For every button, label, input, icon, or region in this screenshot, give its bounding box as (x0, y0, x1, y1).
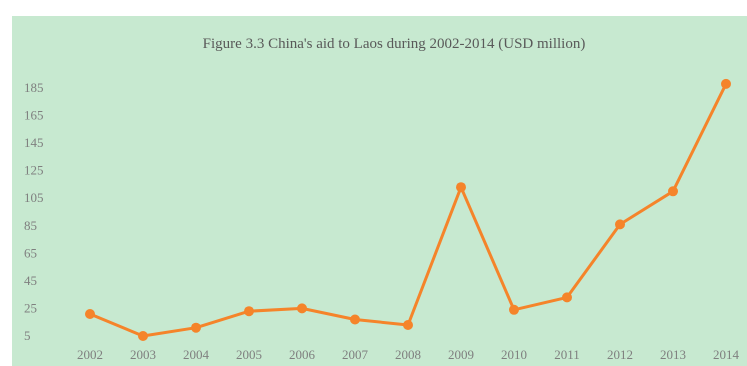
x-tick-label: 2011 (554, 347, 580, 362)
data-point-2008 (403, 320, 413, 330)
x-tick-label: 2003 (130, 347, 156, 362)
x-tick-label: 2005 (236, 347, 262, 362)
x-tick-label: 2009 (448, 347, 474, 362)
y-tick-label: 45 (24, 273, 37, 288)
y-tick-label: 185 (24, 80, 44, 95)
data-point-2010 (509, 304, 519, 315)
data-point-2007 (350, 314, 360, 325)
data-point-2011 (562, 292, 572, 303)
data-point-2005 (244, 306, 254, 317)
header-strip (0, 0, 747, 16)
y-tick-label: 105 (24, 190, 44, 205)
x-tick-label: 2014 (713, 347, 740, 362)
x-tick-label: 2002 (77, 347, 103, 362)
x-axis-ticks: 2002 2003 2004 2005 2006 2007 2008 2009 2010 2011… (77, 347, 740, 362)
x-tick-label: 2013 (660, 347, 686, 362)
data-point-2003 (138, 331, 148, 341)
data-point-2006 (297, 303, 307, 314)
x-tick-label: 2012 (607, 347, 633, 362)
series-line (89, 83, 728, 338)
series-layer (85, 78, 731, 341)
data-point-2009 (456, 182, 466, 193)
y-tick-label: 145 (24, 135, 44, 150)
y-tick-label: 125 (24, 163, 44, 178)
y-tick-label: 85 (24, 218, 37, 233)
chart-panel: Figure 3.3 China's aid to Laos during 20… (12, 16, 747, 366)
y-tick-label: 5 (24, 328, 31, 343)
x-tick-label: 2008 (395, 347, 421, 362)
y-tick-label: 165 (24, 108, 44, 123)
data-point-2012 (615, 219, 625, 230)
line-chart: Figure 3.3 China's aid to Laos during 20… (24, 36, 740, 362)
y-axis-ticks: 5 25 45 65 85 105 125 145 165 185 (24, 80, 44, 343)
data-point-2002 (85, 309, 95, 319)
x-tick-label: 2004 (183, 347, 210, 362)
chart-title: Figure 3.3 China's aid to Laos during 20… (203, 36, 586, 52)
data-point-2014 (721, 78, 731, 89)
x-tick-label: 2010 (501, 347, 527, 362)
data-point-2013 (668, 186, 678, 197)
data-point-2004 (191, 322, 201, 333)
y-tick-label: 25 (24, 300, 37, 315)
x-tick-label: 2006 (289, 347, 316, 362)
y-tick-label: 65 (24, 245, 37, 260)
x-tick-label: 2007 (342, 347, 369, 362)
